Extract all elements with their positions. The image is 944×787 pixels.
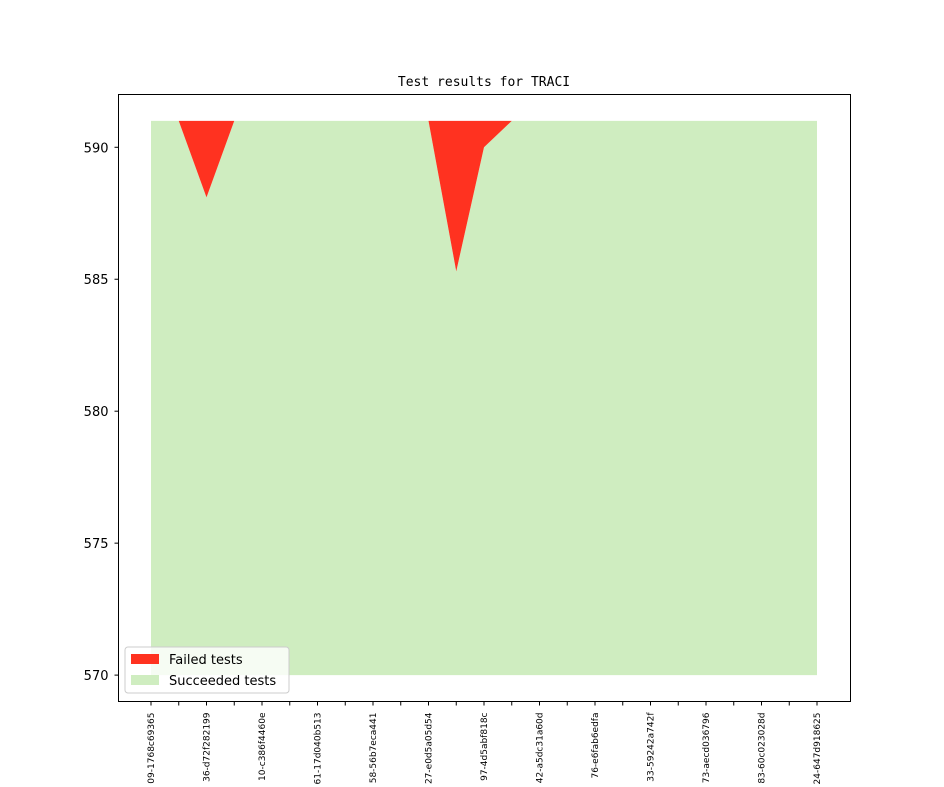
- legend: Failed tests Succeeded tests: [124, 646, 290, 694]
- x-tick-label: 97-4d5abf818c: [480, 712, 490, 780]
- x-tick-label: 10-c386f4460e: [258, 712, 268, 781]
- legend-swatch-failed: [131, 654, 159, 664]
- x-tick-label: 36-d72f282199: [203, 712, 213, 782]
- x-axis: 09-1768c69365 36-d72f282199 10-c386f4460e 6…: [147, 701, 823, 785]
- x-tick-label: 76-e6fab6edfa: [591, 713, 601, 779]
- y-tick-label: 580: [84, 405, 109, 420]
- y-tick-label: 590: [84, 141, 109, 156]
- x-tick-label: 09-1768c69365: [147, 713, 157, 784]
- legend-swatch-succeeded: [131, 675, 159, 685]
- x-tick-label: 83-60c023028d: [758, 713, 768, 784]
- x-tick-label: 73-aecd036796: [702, 712, 712, 783]
- chart-title: Test results for TRACI: [398, 75, 570, 90]
- y-tick-label: 585: [84, 273, 109, 288]
- plot-areas: [151, 120, 817, 676]
- x-tick-label: 33-59242a742f: [647, 712, 657, 782]
- legend-label-failed: Failed tests: [169, 653, 243, 668]
- x-tick-label: 58-56b7eca441: [369, 713, 379, 784]
- legend-label-succeeded: Succeeded tests: [169, 674, 276, 689]
- x-tick-label: 27-e0d5a05d54: [425, 712, 435, 784]
- x-tick-label: 24-647d918625: [813, 713, 823, 785]
- x-tick-label: 61-17d040b513: [314, 713, 324, 785]
- legend-box: [124, 646, 290, 694]
- y-tick-label: 570: [84, 669, 109, 684]
- x-tick-label: 42-a5dc31a60d: [536, 713, 546, 784]
- y-axis: 570 575 580 585 590: [84, 141, 119, 684]
- y-tick-label: 575: [84, 537, 109, 552]
- succeeded-tests-area: [151, 120, 817, 676]
- failed-tests-area: [151, 120, 817, 272]
